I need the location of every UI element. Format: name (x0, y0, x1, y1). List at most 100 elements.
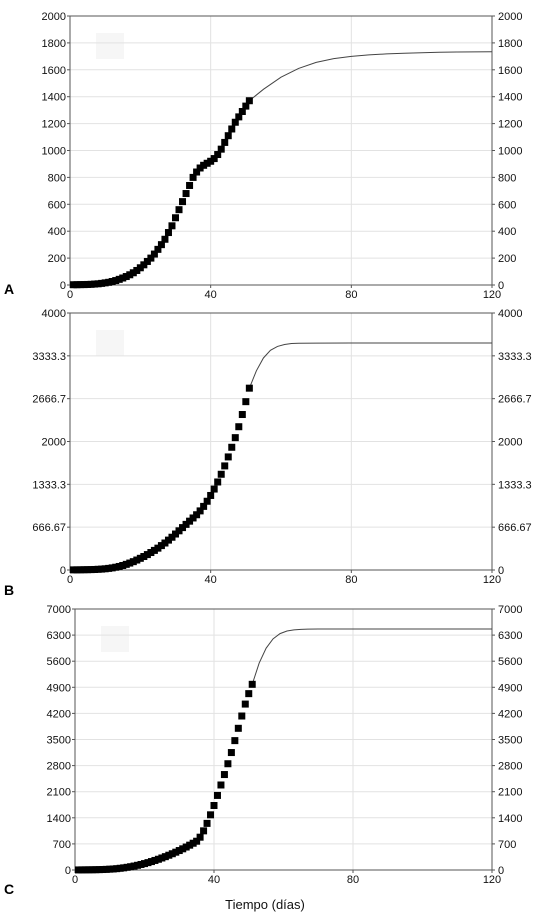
x-tick-label: 0 (67, 289, 73, 301)
data-point-marker (98, 565, 106, 573)
panel-letter-c: C (4, 881, 14, 897)
y-tick-label: 200 (48, 253, 66, 265)
data-point-marker (133, 556, 141, 564)
y-tick-label: 1000 (42, 146, 66, 158)
data-point-marker (150, 250, 158, 258)
y-tick-label: 3500 (47, 735, 71, 747)
y-tick-label: 700 (53, 839, 71, 851)
data-point-marker (182, 190, 190, 198)
plot-frame (69, 15, 493, 286)
y-tick-label: 1200 (42, 119, 66, 131)
y-tick-label: 1400 (47, 813, 71, 825)
data-point-marker (217, 781, 225, 789)
y-tick-label-right: 1600 (498, 65, 522, 77)
x-tick-label: 120 (483, 289, 501, 301)
legend-placeholder (96, 33, 124, 59)
data-point-marker (196, 833, 204, 841)
data-point-marker (203, 497, 211, 505)
fit-curve-line (251, 628, 492, 685)
data-point-marker (200, 161, 208, 169)
data-point-marker (168, 222, 176, 230)
y-tick-label: 3333.3 (32, 351, 66, 363)
y-tick-label-right: 600 (498, 199, 516, 211)
data-point-marker (105, 564, 113, 572)
y-tick-label-right: 0 (498, 280, 504, 292)
data-point-marker (242, 102, 250, 110)
x-tick-label: 80 (347, 874, 359, 886)
data-point-marker (122, 273, 130, 281)
data-point-marker (235, 113, 243, 121)
y-tick-label: 1333.3 (32, 479, 66, 491)
data-point-marker (186, 181, 194, 189)
x-tick-label: 40 (205, 289, 217, 301)
data-point-marker (136, 554, 144, 562)
data-point-marker (200, 502, 208, 510)
data-point-marker (147, 254, 155, 262)
data-point-marker (87, 280, 95, 288)
data-point-marker (189, 173, 197, 181)
data-point-marker (77, 281, 85, 289)
data-point-marker (207, 811, 215, 819)
y-tick-label: 2100 (47, 787, 71, 799)
y-tick-label: 1800 (42, 38, 66, 50)
y-tick-label-right: 2666.7 (498, 394, 532, 406)
data-point-marker (143, 551, 151, 559)
data-point-marker (129, 269, 137, 277)
data-point-marker (164, 536, 172, 544)
data-point-marker (203, 819, 211, 827)
y-tick-label-right: 4000 (498, 308, 522, 320)
legend-placeholder (96, 330, 124, 356)
y-tick-label-right: 2100 (498, 787, 522, 799)
y-tick-label: 1600 (42, 65, 66, 77)
data-point-marker (217, 145, 225, 153)
data-point-marker (161, 539, 169, 547)
data-point-marker (228, 125, 236, 133)
fit-curve-line (248, 342, 492, 389)
data-point-marker (193, 168, 201, 176)
data-point-marker (231, 434, 239, 442)
data-point-marker (73, 281, 81, 289)
x-tick-label: 0 (72, 874, 78, 886)
data-point-marker (84, 280, 92, 288)
y-tick-label-right: 666.67 (498, 522, 532, 534)
x-axis-title: Tiempo (días) (225, 897, 305, 912)
y-tick-label: 0 (60, 280, 66, 292)
y-tick-label: 4900 (47, 682, 71, 694)
data-point-marker (122, 560, 130, 568)
data-point-marker (224, 132, 232, 140)
data-point-marker (126, 271, 134, 279)
y-tick-label: 7000 (47, 604, 71, 616)
plot-frame (69, 312, 493, 571)
y-tick-label-right: 5600 (498, 656, 522, 668)
x-tick-label: 40 (205, 574, 217, 586)
data-point-marker (119, 562, 127, 569)
data-point-marker (217, 470, 225, 478)
data-point-marker (179, 198, 187, 206)
data-point-marker (245, 690, 253, 698)
y-tick-label: 800 (48, 172, 66, 184)
data-point-marker (221, 138, 229, 146)
data-point-marker (108, 278, 116, 285)
data-point-marker (84, 566, 92, 574)
y-tick-label: 1400 (42, 92, 66, 104)
y-tick-label-right: 800 (498, 172, 516, 184)
data-point-marker (189, 514, 197, 522)
data-point-marker (186, 517, 194, 525)
data-point-marker (235, 423, 243, 431)
data-point-marker (157, 241, 165, 249)
y-tick-label-right: 200 (498, 253, 516, 265)
data-point-marker (214, 151, 222, 159)
y-tick-label-right: 0 (498, 565, 504, 577)
y-tick-label-right: 1000 (498, 146, 522, 158)
y-tick-label-right: 7000 (498, 604, 522, 616)
data-point-marker (238, 411, 246, 419)
data-point-marker (245, 97, 253, 105)
y-tick-label-right: 3500 (498, 735, 522, 747)
data-point-marker (242, 398, 250, 406)
data-point-marker (129, 558, 137, 566)
data-point-marker (101, 279, 109, 287)
data-point-marker (164, 229, 172, 237)
data-point-marker (241, 700, 249, 708)
